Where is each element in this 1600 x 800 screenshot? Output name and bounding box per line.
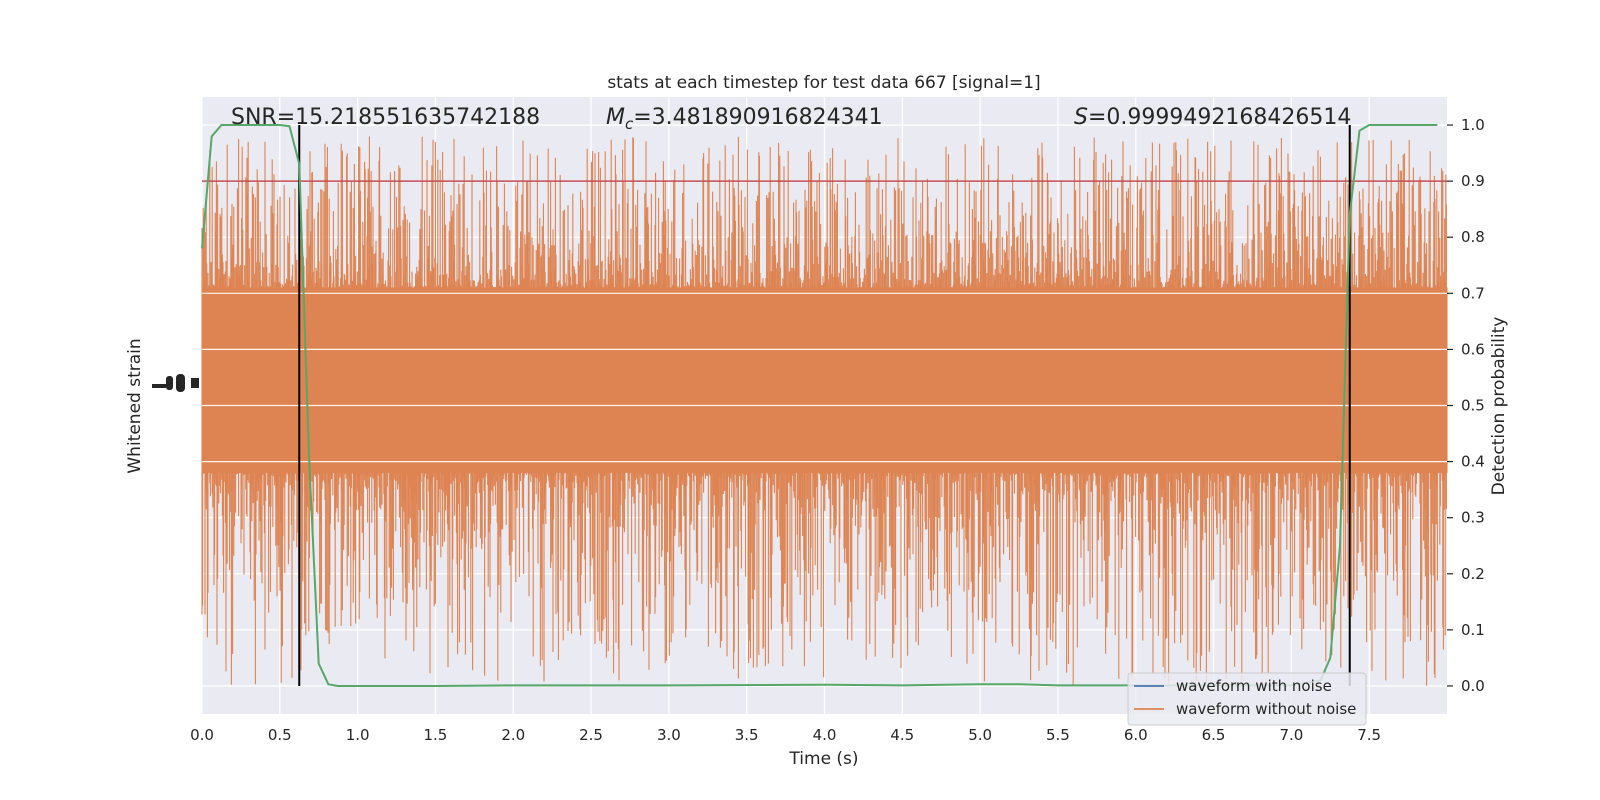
- series-layer: [201, 136, 1448, 686]
- x-tick-label: 0.0: [190, 726, 214, 744]
- y-tick-label: 0.1: [1461, 621, 1485, 639]
- y-tick-label: 0.8: [1461, 228, 1485, 246]
- x-tick-label: 1.5: [424, 726, 448, 744]
- x-tick-label: 4.5: [890, 726, 914, 744]
- overlay: [201, 124, 1447, 687]
- y-tick-label: 1.0: [1461, 116, 1485, 134]
- x-tick-label: 2.0: [501, 726, 525, 744]
- x-tick-label: 6.0: [1124, 726, 1148, 744]
- x-tick-label: 5.0: [968, 726, 992, 744]
- left-axis-ticks-collapsed: [152, 374, 199, 392]
- x-tick-label: 2.5: [579, 726, 603, 744]
- legend-label-with-noise: waveform with noise: [1176, 677, 1332, 695]
- legend: waveform with noise waveform without noi…: [1127, 672, 1367, 726]
- x-tick-label: 3.0: [657, 726, 681, 744]
- legend-box: [1127, 672, 1367, 726]
- y-tick-label: 0.2: [1461, 565, 1485, 583]
- y-tick-label: 0.6: [1461, 340, 1485, 358]
- chirp-mass-annotation: Mc=3.481890916824341: [606, 105, 883, 133]
- y-tick-label: 0.9: [1461, 172, 1485, 190]
- x-tick-label: 1.0: [346, 726, 370, 744]
- x-ticks: 0.0 0.5 1.0 1.5 2.0 2.5 3.0 3.5 4.0 4.5 5.0 5.5 6.0 6…: [190, 726, 1381, 744]
- snr-annotation: SNR=15.218551635742188: [231, 105, 540, 130]
- x-tick-label: 3.5: [735, 726, 759, 744]
- legend-label-without-noise: waveform without noise: [1176, 700, 1356, 718]
- chart-title: stats at each timestep for test data 667…: [607, 73, 1040, 93]
- x-tick-label: 4.0: [813, 726, 837, 744]
- y-tick-label: 0.7: [1461, 284, 1485, 302]
- y-ticks-right: 0.0 0.1 0.2 0.3 0.4 0.5 0.6 0.7 0.8 0.9 1.0: [1447, 116, 1485, 695]
- y-tick-label: 0.4: [1461, 453, 1485, 471]
- y-tick-label: 0.0: [1461, 677, 1485, 695]
- x-tick-label: 0.5: [268, 726, 292, 744]
- x-axis-title: Time (s): [788, 749, 858, 769]
- y-tick-label: 0.5: [1461, 397, 1485, 415]
- score-annotation: S=0.9999492168426514: [1074, 105, 1351, 130]
- y-axis-title-right: Detection probability: [1489, 317, 1509, 496]
- x-tick-label: 7.0: [1279, 726, 1303, 744]
- y-tick-label: 0.3: [1461, 509, 1485, 527]
- y-axis-title-left: Whitened strain: [125, 338, 145, 473]
- x-tick-label: 6.5: [1202, 726, 1226, 744]
- x-tick-label: 7.5: [1357, 726, 1381, 744]
- detection-probability-line: [201, 124, 1438, 687]
- x-tick-label: 5.5: [1046, 726, 1070, 744]
